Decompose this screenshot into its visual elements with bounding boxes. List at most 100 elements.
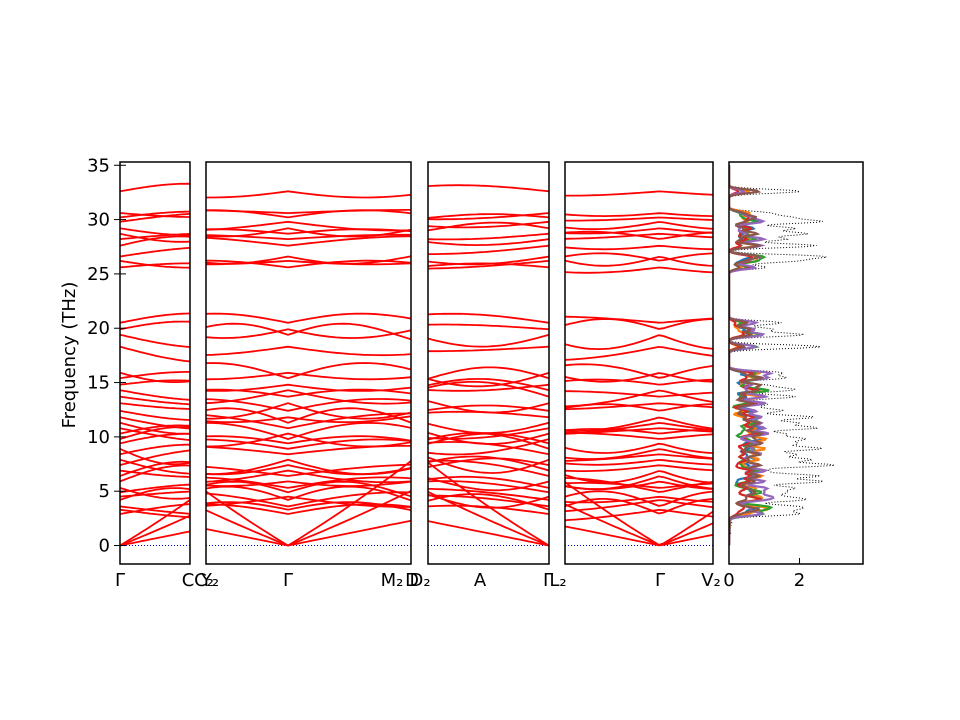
- band-line: [120, 508, 190, 519]
- y-tick-label: 20: [87, 318, 110, 339]
- band-line: [565, 442, 713, 454]
- band-line: [428, 493, 549, 509]
- band-line: [428, 475, 549, 489]
- band-line: [428, 184, 549, 193]
- band-line: [206, 255, 411, 265]
- x-tick-label: Γ: [115, 570, 125, 591]
- band-line: [120, 499, 190, 547]
- band-line: [565, 431, 713, 440]
- band-panel-frame: [205, 161, 412, 565]
- band-line: [206, 407, 411, 424]
- band-line: [206, 435, 411, 445]
- y-tick-label: 5: [99, 481, 110, 502]
- band-line: [120, 235, 190, 247]
- band-line: [206, 458, 411, 476]
- band-line: [206, 389, 411, 405]
- band-line: [428, 345, 549, 353]
- band-line: [120, 487, 190, 500]
- band-line: [120, 427, 190, 441]
- band-line: [565, 495, 713, 504]
- band-line: [206, 190, 411, 199]
- band-line: [120, 447, 190, 466]
- band-line: [206, 312, 411, 324]
- band-line: [428, 455, 549, 472]
- band-line: [206, 432, 411, 448]
- band-line: [565, 372, 713, 383]
- band-line: [565, 453, 713, 462]
- band-line: [120, 505, 190, 515]
- band-line: [428, 383, 549, 392]
- band-line: [565, 212, 713, 218]
- x-tick-label: L₂: [549, 570, 566, 591]
- band-line: [565, 315, 713, 324]
- band-line: [428, 312, 549, 324]
- band-line: [428, 421, 549, 434]
- band-line: [206, 220, 411, 232]
- band-line: [120, 469, 190, 478]
- band-line: [428, 432, 549, 450]
- band-line: [120, 210, 190, 219]
- band-line: [206, 485, 411, 502]
- band-line: [206, 480, 411, 498]
- band-line: [428, 255, 549, 266]
- band-line: [565, 499, 713, 512]
- band-line: [565, 318, 713, 330]
- y-tick-label: 30: [87, 210, 110, 231]
- band-line: [428, 323, 549, 331]
- y-tick-label: 15: [87, 373, 110, 394]
- band-line: [120, 232, 190, 243]
- x-tick-label: M₂: [381, 570, 404, 591]
- band-line: [428, 427, 549, 440]
- band-line: [565, 345, 713, 361]
- band-line: [120, 514, 190, 547]
- band-line: [565, 244, 713, 251]
- band-line: [565, 475, 713, 491]
- x-tick-label: Y₂: [200, 570, 219, 591]
- band-line: [120, 212, 190, 223]
- band-line: [428, 459, 549, 477]
- band-line: [565, 252, 713, 262]
- band-line: [206, 345, 411, 357]
- band-line: [206, 469, 411, 484]
- band-panel-1: [120, 182, 190, 547]
- x-tick-label: D₂: [409, 570, 430, 591]
- band-line: [206, 209, 411, 215]
- band-line: [428, 494, 549, 508]
- band-panel-frame: [119, 161, 191, 565]
- band-panel-frame: [564, 161, 714, 565]
- band-line: [120, 333, 190, 348]
- y-tick-label: 35: [87, 155, 110, 176]
- x-tick-label: Γ: [543, 570, 553, 591]
- dos-layer: [729, 165, 835, 546]
- x-tick-label: D: [405, 570, 419, 591]
- band-line: [206, 412, 411, 430]
- dos-partial-line: [729, 165, 765, 546]
- band-line: [565, 227, 713, 235]
- band-line: [565, 422, 713, 435]
- x-tick-label: C: [182, 570, 195, 591]
- band-line: [428, 220, 549, 229]
- band-line: [428, 456, 549, 474]
- band-line: [206, 322, 411, 341]
- band-line: [565, 216, 713, 222]
- band-line: [120, 260, 190, 269]
- band-line: [565, 221, 713, 231]
- band-line: [120, 212, 190, 218]
- x-tick-label: C₂: [194, 570, 214, 591]
- band-line: [565, 498, 713, 515]
- frames-layer: [114, 161, 864, 565]
- band-line: [120, 402, 190, 410]
- band-line: [206, 227, 411, 238]
- band-line: [206, 445, 411, 456]
- band-line: [206, 421, 411, 441]
- band-line: [565, 503, 713, 546]
- band-line: [428, 520, 549, 547]
- band-line: [428, 371, 549, 388]
- dos-x-tick-label: 2: [794, 570, 805, 591]
- band-line: [206, 371, 411, 381]
- band-line: [428, 457, 549, 468]
- band-line: [428, 477, 549, 492]
- band-line: [206, 328, 411, 339]
- band-line: [565, 334, 713, 351]
